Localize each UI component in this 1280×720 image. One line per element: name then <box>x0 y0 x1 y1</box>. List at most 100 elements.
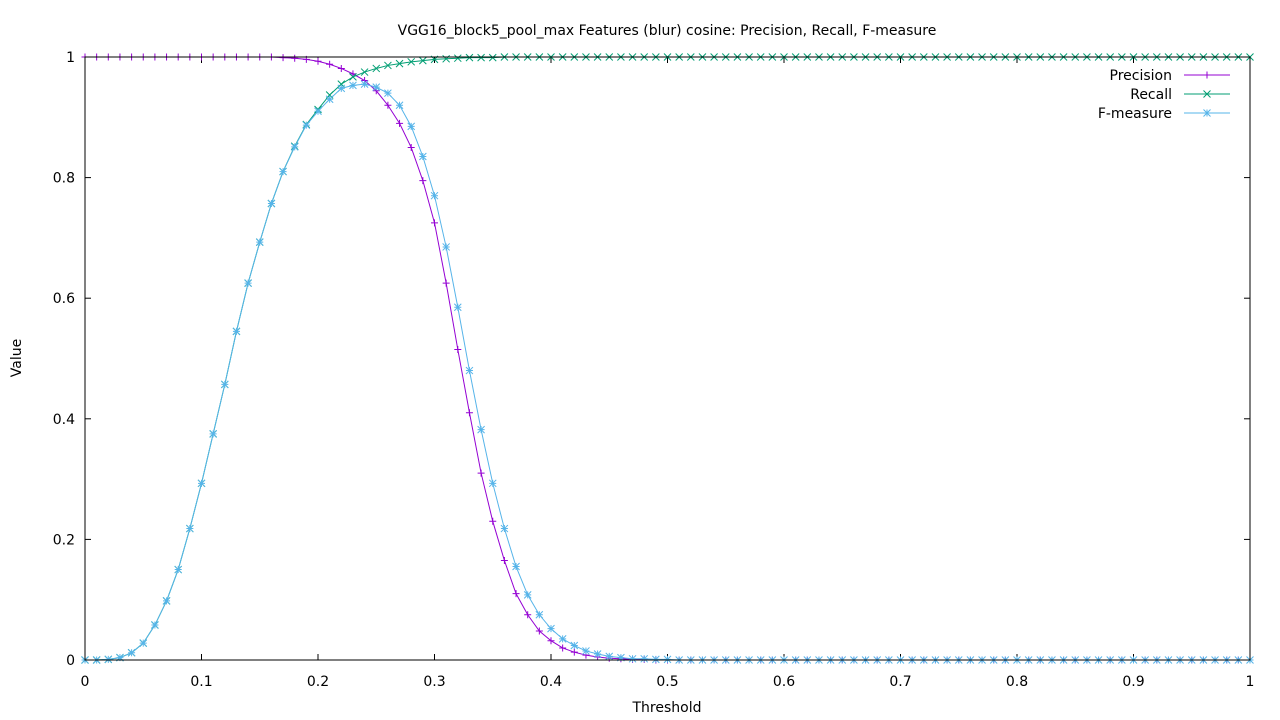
data-point-f-measure <box>139 639 148 647</box>
x-tick-label: 0.4 <box>540 674 562 690</box>
data-point-f-measure <box>407 122 416 131</box>
data-point-precision <box>326 60 334 68</box>
data-point-f-measure <box>302 121 311 129</box>
data-point-f-measure <box>372 83 381 92</box>
data-point-f-measure <box>244 279 252 287</box>
data-point-recall <box>453 54 462 63</box>
data-point-recall <box>465 53 474 62</box>
legend-label-recall: Recall <box>1130 87 1172 103</box>
data-point-precision <box>407 143 415 151</box>
series-layer <box>81 53 1254 664</box>
y-tick-label: 0.6 <box>53 291 75 307</box>
x-axis-title: Threshold <box>632 700 702 716</box>
data-point-f-measure <box>255 238 264 246</box>
data-point-f-measure <box>430 191 439 200</box>
data-point-precision <box>465 409 473 417</box>
data-point-f-measure <box>337 84 346 93</box>
data-point-f-measure <box>384 89 392 98</box>
data-point-precision <box>419 177 427 185</box>
x-tick-label: 0.8 <box>1006 674 1028 690</box>
data-point-f-measure <box>162 597 171 605</box>
x-tick-label: 0.2 <box>307 674 329 690</box>
data-point-f-measure <box>349 81 357 90</box>
data-point-recall <box>488 53 497 62</box>
legend-marker-recall <box>1203 90 1211 98</box>
series-f-measure <box>81 80 1254 664</box>
data-point-precision <box>547 637 555 645</box>
data-point-f-measure <box>477 425 485 434</box>
data-point-f-measure <box>104 655 113 664</box>
data-point-precision <box>512 590 520 598</box>
y-tick-label: 0.8 <box>53 171 75 187</box>
data-point-f-measure <box>453 303 462 312</box>
data-point-precision <box>314 57 322 65</box>
chart-title: VGG16_block5_pool_max Features (blur) co… <box>398 23 937 39</box>
data-point-f-measure <box>185 524 194 533</box>
data-point-f-measure <box>628 654 637 663</box>
data-point-f-measure <box>500 524 509 533</box>
data-point-precision <box>489 517 497 525</box>
data-point-precision <box>384 101 392 109</box>
data-point-precision <box>570 648 578 656</box>
data-point-precision <box>477 469 485 477</box>
data-point-precision <box>431 219 438 227</box>
data-point-f-measure <box>279 167 287 176</box>
data-point-recall <box>395 59 404 68</box>
data-point-precision <box>396 119 404 127</box>
series-line-f-measure <box>85 83 1250 661</box>
data-point-recall <box>360 68 369 76</box>
series-precision <box>81 53 1254 664</box>
data-point-f-measure <box>558 635 567 643</box>
data-point-f-measure <box>116 653 124 662</box>
x-tick-label: 1 <box>1246 674 1255 690</box>
x-tick-label: 0.5 <box>656 674 678 690</box>
data-point-f-measure <box>197 479 206 488</box>
data-point-precision <box>337 64 345 72</box>
data-point-precision <box>524 611 532 619</box>
data-point-recall <box>407 57 416 66</box>
data-point-f-measure <box>395 101 404 110</box>
data-point-f-measure <box>360 80 369 88</box>
data-point-f-measure <box>617 653 625 662</box>
legend-label-f-measure: F-measure <box>1098 106 1172 122</box>
y-axis-title: Value <box>9 339 25 377</box>
x-tick-label: 0.9 <box>1122 674 1144 690</box>
data-point-f-measure <box>593 650 602 658</box>
y-tick-label: 0.4 <box>53 412 75 428</box>
y-tick-label: 1 <box>66 50 75 66</box>
legend-marker-f-measure <box>1203 109 1211 117</box>
x-tick-label: 0.3 <box>423 674 445 690</box>
data-point-precision <box>279 54 287 62</box>
legend-marker-precision <box>1203 71 1211 79</box>
data-point-f-measure <box>151 621 159 629</box>
data-point-recall <box>384 61 392 70</box>
data-point-f-measure <box>418 152 427 161</box>
y-tick-label: 0.2 <box>53 532 75 548</box>
data-point-f-measure <box>570 641 579 650</box>
legend: Precision Recall F-measure <box>1098 68 1230 122</box>
data-point-recall <box>477 53 485 62</box>
data-point-recall <box>418 56 427 65</box>
x-tick-label: 0.7 <box>889 674 911 690</box>
x-tick-label: 0.1 <box>190 674 212 690</box>
data-point-f-measure <box>127 648 136 657</box>
data-point-f-measure <box>174 565 183 574</box>
data-point-precision <box>500 557 508 565</box>
plot-frame <box>84 56 1251 661</box>
data-point-f-measure <box>267 199 276 208</box>
data-point-f-measure <box>640 654 649 663</box>
data-point-f-measure <box>442 243 451 251</box>
data-point-f-measure <box>465 366 474 375</box>
series-line-recall <box>85 56 1250 661</box>
x-tick-label: 0 <box>81 674 90 690</box>
data-point-f-measure <box>209 430 218 438</box>
data-point-precision <box>454 345 462 353</box>
data-point-f-measure <box>488 479 497 488</box>
data-point-f-measure <box>663 655 672 664</box>
data-point-f-measure <box>512 562 520 571</box>
data-point-f-measure <box>314 107 322 116</box>
data-point-precision <box>559 644 567 652</box>
legend-label-precision: Precision <box>1110 68 1172 84</box>
series-line-precision <box>85 56 1250 661</box>
x-tick-label: 0.6 <box>773 674 795 690</box>
